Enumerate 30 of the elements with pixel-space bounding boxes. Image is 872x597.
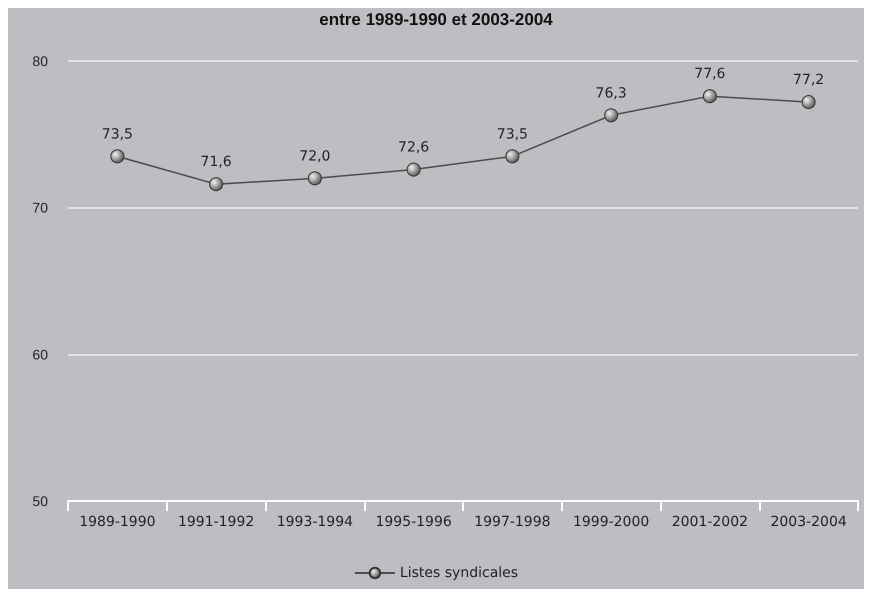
data-label: 76,3 — [596, 85, 627, 102]
data-label: 73,5 — [496, 126, 528, 142]
data-label: 77,6 — [694, 66, 726, 82]
data-label: 72,0 — [299, 148, 330, 164]
x-tick-label: 1993-1994 — [276, 514, 354, 530]
x-tick-label: 1995-1996 — [375, 514, 452, 530]
x-tick-label: 1991-1992 — [178, 514, 254, 530]
point — [209, 177, 224, 192]
point — [802, 95, 816, 110]
data-label: 77,2 — [793, 72, 824, 88]
y-tick-label: 60 — [32, 346, 48, 362]
data-label: 73,5 — [102, 126, 133, 142]
y-tick-label: 80 — [32, 53, 48, 69]
y-tick-label: 50 — [32, 493, 48, 509]
legend-label: Listes syndicales — [400, 565, 518, 581]
x-tick-label: 1999-2000 — [572, 514, 650, 530]
point — [406, 162, 421, 177]
data-label: 72,6 — [398, 140, 430, 156]
point — [604, 108, 618, 122]
x-tick-label: 2001-2002 — [672, 514, 748, 530]
data-label: 71,6 — [200, 154, 232, 170]
point — [110, 149, 124, 164]
point — [702, 89, 717, 104]
x-tick-label: 1997-1998 — [474, 514, 551, 530]
chart-title: entre 1989-1990 et 2003-2004 — [319, 10, 554, 29]
x-tick-label: 1989-1990 — [79, 514, 156, 530]
x-tick-label: 2003-2004 — [770, 514, 847, 530]
point — [505, 149, 520, 164]
y-tick-label: 70 — [32, 200, 48, 216]
point — [308, 171, 322, 186]
